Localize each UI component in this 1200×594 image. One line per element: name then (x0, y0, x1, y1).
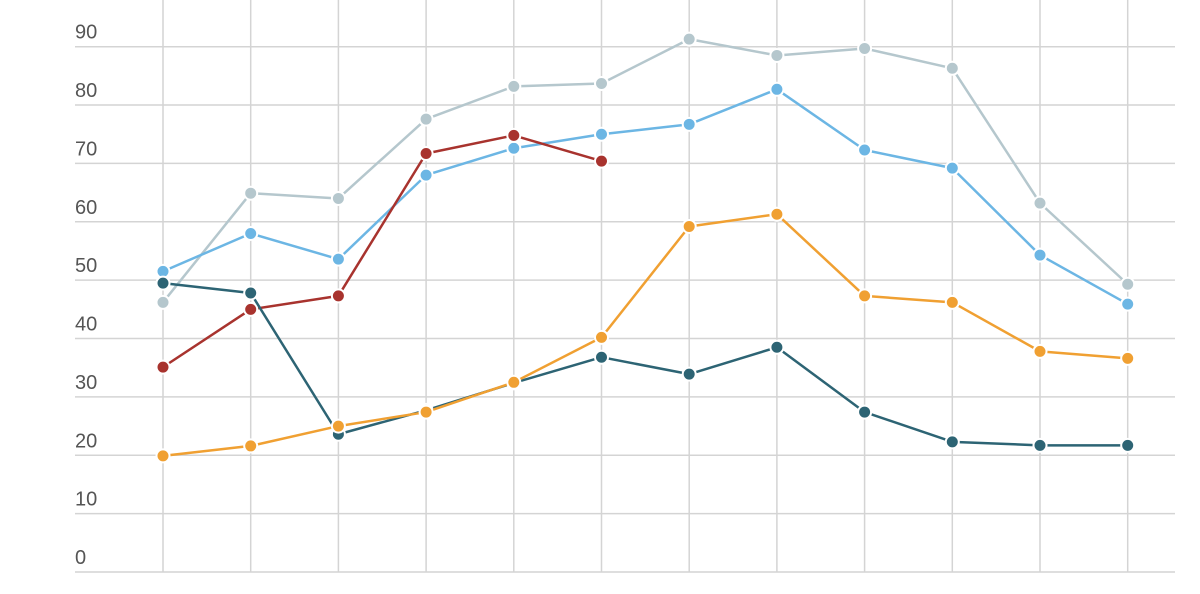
point (681, 116, 697, 132)
point (506, 374, 522, 390)
point (594, 126, 609, 142)
y-tick-label: 60 (75, 197, 97, 219)
point (769, 47, 785, 63)
series (155, 31, 1136, 310)
point (944, 434, 960, 450)
y-tick-label: 30 (75, 372, 97, 394)
point (330, 418, 346, 434)
point (330, 288, 346, 304)
point (681, 218, 697, 234)
point (944, 160, 960, 176)
y-tick-label: 0 (75, 547, 86, 569)
y-tick-label: 40 (75, 314, 97, 336)
point (769, 81, 785, 97)
point (330, 251, 346, 267)
point (681, 31, 697, 47)
point (418, 146, 434, 162)
point (769, 339, 785, 355)
series (155, 275, 1136, 453)
point (418, 404, 434, 420)
point (594, 349, 609, 365)
y-tick-label: 20 (75, 430, 97, 452)
point (418, 111, 434, 127)
y-tick-label: 50 (75, 255, 97, 277)
point (769, 206, 785, 222)
line (162, 134, 602, 369)
point (1032, 195, 1048, 211)
point (418, 167, 434, 183)
line (162, 37, 1129, 304)
series (155, 127, 609, 375)
point (594, 153, 609, 169)
series (155, 206, 1136, 464)
y-tick-label: 80 (75, 80, 97, 102)
point (1120, 350, 1136, 366)
point (944, 60, 960, 76)
series (155, 81, 1136, 312)
point (594, 329, 609, 345)
point (155, 294, 171, 310)
point (1120, 437, 1136, 453)
y-tick-label: 10 (75, 489, 97, 511)
point (594, 75, 609, 91)
line (162, 88, 1129, 306)
point (506, 127, 522, 143)
point (243, 438, 259, 454)
line (162, 281, 1128, 447)
point (857, 288, 873, 304)
point (155, 275, 171, 291)
point (857, 404, 873, 420)
point (1120, 296, 1136, 312)
point (155, 448, 171, 464)
point (243, 301, 259, 317)
line (162, 212, 1128, 458)
point (506, 78, 522, 94)
point (155, 359, 171, 375)
point (1032, 247, 1048, 263)
point (1120, 276, 1136, 292)
point (857, 142, 873, 158)
point (681, 366, 697, 382)
point (330, 190, 346, 206)
point (243, 185, 259, 201)
point (944, 294, 960, 310)
point (1032, 343, 1048, 359)
y-tick-label: 90 (75, 22, 97, 44)
point (243, 225, 259, 241)
point (1032, 437, 1048, 453)
point (857, 40, 873, 56)
y-tick-label: 70 (75, 138, 97, 160)
point (243, 285, 259, 301)
point (506, 140, 522, 156)
